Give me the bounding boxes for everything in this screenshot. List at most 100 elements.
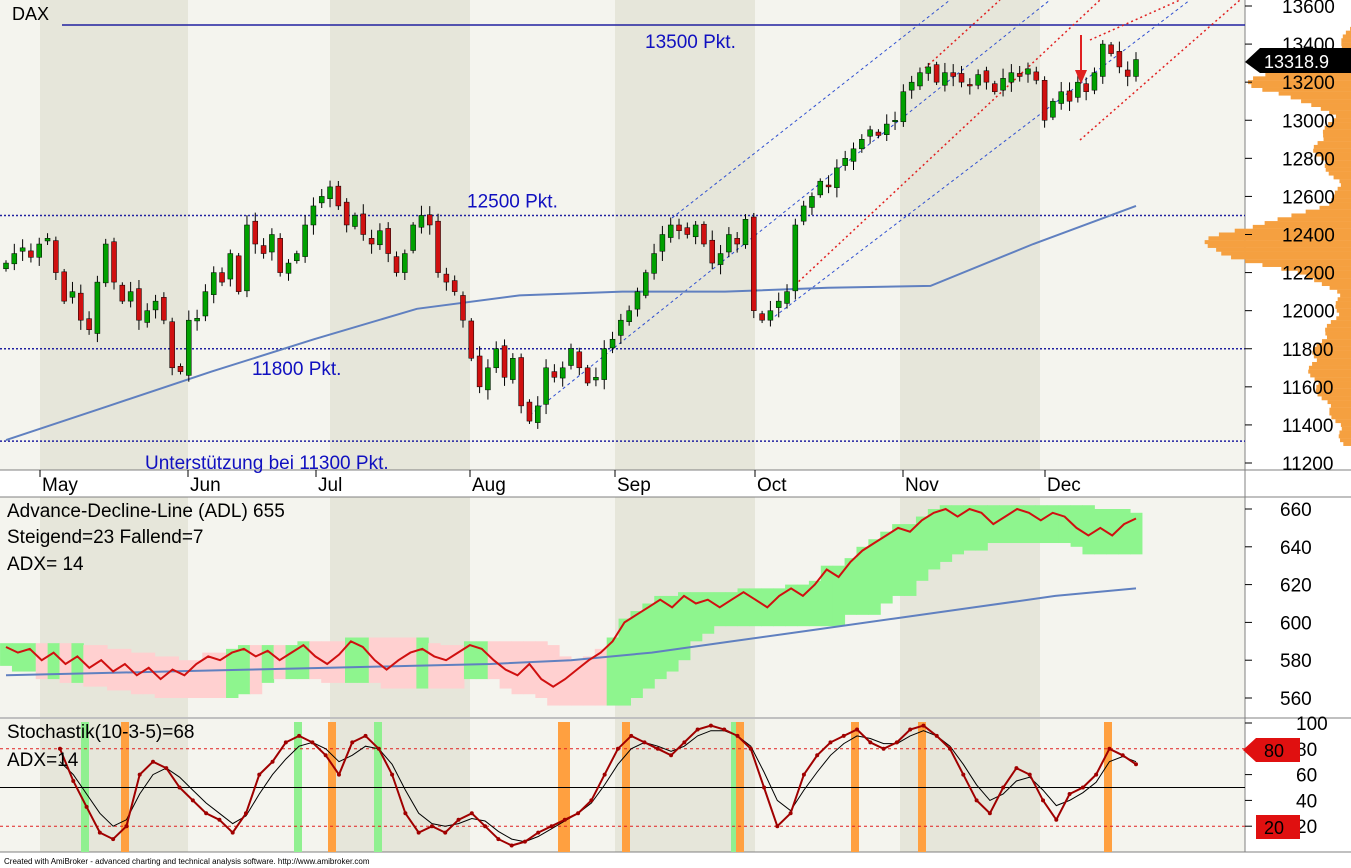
adl-cloud-segment <box>892 524 905 596</box>
candle-body <box>709 239 715 264</box>
candle-body <box>1083 83 1089 92</box>
candle-body <box>227 253 234 280</box>
candle-body <box>418 215 425 228</box>
stoch-k-dot <box>934 733 939 738</box>
candle-body <box>967 84 973 87</box>
price-tick-label: 11400 <box>1282 416 1333 437</box>
stoch-k-dots <box>58 723 1138 848</box>
profile-bar <box>1316 342 1351 347</box>
stoch-k-dot <box>801 772 806 777</box>
adl-cloud-segment <box>416 637 429 689</box>
candle-body <box>543 367 549 405</box>
adl-cloud-segment <box>939 505 953 562</box>
profile-bar <box>1340 422 1351 427</box>
adl-cloud-segment <box>356 637 370 683</box>
profile-bar <box>1343 441 1351 446</box>
adl-cloud-segment <box>380 637 394 689</box>
stoch-k-dot <box>456 817 461 822</box>
candle-body <box>825 184 832 188</box>
candle-body <box>310 205 317 226</box>
adl-cloud-segment <box>737 588 750 627</box>
stoch-k-dot <box>961 772 966 777</box>
adl-cloud-segment <box>951 505 965 555</box>
stoch-k-dot <box>283 740 288 745</box>
month-band <box>40 719 188 852</box>
profile-bar <box>1330 320 1351 325</box>
adl-cloud-segment <box>547 645 560 706</box>
profile-bar <box>1313 354 1351 359</box>
stoch-k-dot <box>655 746 660 751</box>
adl-cloud-segment <box>856 546 869 615</box>
profile-bar <box>1308 369 1351 374</box>
candle-body <box>784 291 790 304</box>
profile-bar <box>1318 381 1351 386</box>
adl-cloud-segment <box>999 505 1012 544</box>
candle-body <box>427 214 433 226</box>
profile-bar <box>1329 110 1351 115</box>
stoch-k-dot <box>868 740 873 745</box>
adl-cloud-segment <box>808 580 822 627</box>
profile-bar <box>1301 99 1351 104</box>
price-tick-label: 13200 <box>1282 73 1335 94</box>
profile-bar <box>1218 232 1351 237</box>
candle-body <box>435 220 441 273</box>
price-levels: 13500 Pkt. 12500 Pkt. 11800 Pkt. Unterstütz… <box>0 24 1245 474</box>
profile-bar <box>1308 365 1351 370</box>
profile-bar <box>1317 392 1351 397</box>
candle-body <box>609 338 616 349</box>
adl-cloud-segment <box>1070 505 1083 547</box>
stoch-k-dot <box>469 811 474 816</box>
candle-body <box>260 245 267 254</box>
month-label: Sep <box>617 475 651 496</box>
price-tick-label: 12200 <box>1282 264 1335 285</box>
profile-bar <box>1341 38 1351 43</box>
profile-bar <box>1253 76 1351 81</box>
candle-body <box>186 319 192 376</box>
candle-body <box>136 288 142 321</box>
stoch-k-dot <box>1080 785 1085 790</box>
month-band <box>900 0 1040 470</box>
adl-cloud-segment <box>1094 509 1107 555</box>
profile-bar <box>1245 259 1351 264</box>
month-band <box>615 0 755 470</box>
stoch-badge-80-text: 80 <box>1264 741 1284 761</box>
channel-blue-upper <box>671 0 951 219</box>
stoch-k-dot <box>150 759 155 764</box>
candle-body <box>684 227 691 235</box>
stoch-k-dot <box>1094 772 1099 777</box>
stoch-levels <box>0 748 1245 827</box>
adl-cloud-segment <box>844 558 857 615</box>
adl-cloud-segment <box>83 645 96 687</box>
stoch-k-dot <box>429 824 434 829</box>
last-value-text: 13318.9 <box>1264 52 1329 72</box>
stoch-k-dot <box>775 824 780 829</box>
candle-body <box>643 272 649 296</box>
candle-body <box>194 318 200 322</box>
candle-body <box>177 366 184 372</box>
adl-cloud-segment <box>154 656 168 698</box>
adl-cloud-segment <box>166 656 179 698</box>
profile-bar <box>1336 308 1351 313</box>
candle-body <box>659 234 666 252</box>
adl-cloud-segment <box>297 641 310 680</box>
candle-body <box>36 243 42 258</box>
profile-bar <box>1262 262 1351 267</box>
profile-bar <box>1231 255 1351 260</box>
candle-body <box>1116 51 1123 68</box>
stoch-subtitle: ADX=14 <box>7 750 79 771</box>
stoch-k-dot <box>682 740 687 745</box>
candle-body <box>1058 91 1064 104</box>
stoch-k-dot <box>602 772 607 777</box>
stoch-k-dot <box>1041 798 1046 803</box>
adl-cloud-segment <box>820 565 834 627</box>
adl-axis: 560 580 600 620 640 660 <box>1245 500 1312 710</box>
adl-sma-line <box>5 587 1137 677</box>
stoch-k-dot <box>921 723 926 728</box>
stoch-tick-label: 100 <box>1296 714 1328 735</box>
stoch-k-dot <box>815 753 820 758</box>
candle-body <box>219 272 225 283</box>
stoch-k-dot <box>509 843 514 848</box>
level-label: 13500 Pkt. <box>645 32 736 53</box>
stoch-k-dot <box>576 811 581 816</box>
candle-body <box>476 355 483 388</box>
